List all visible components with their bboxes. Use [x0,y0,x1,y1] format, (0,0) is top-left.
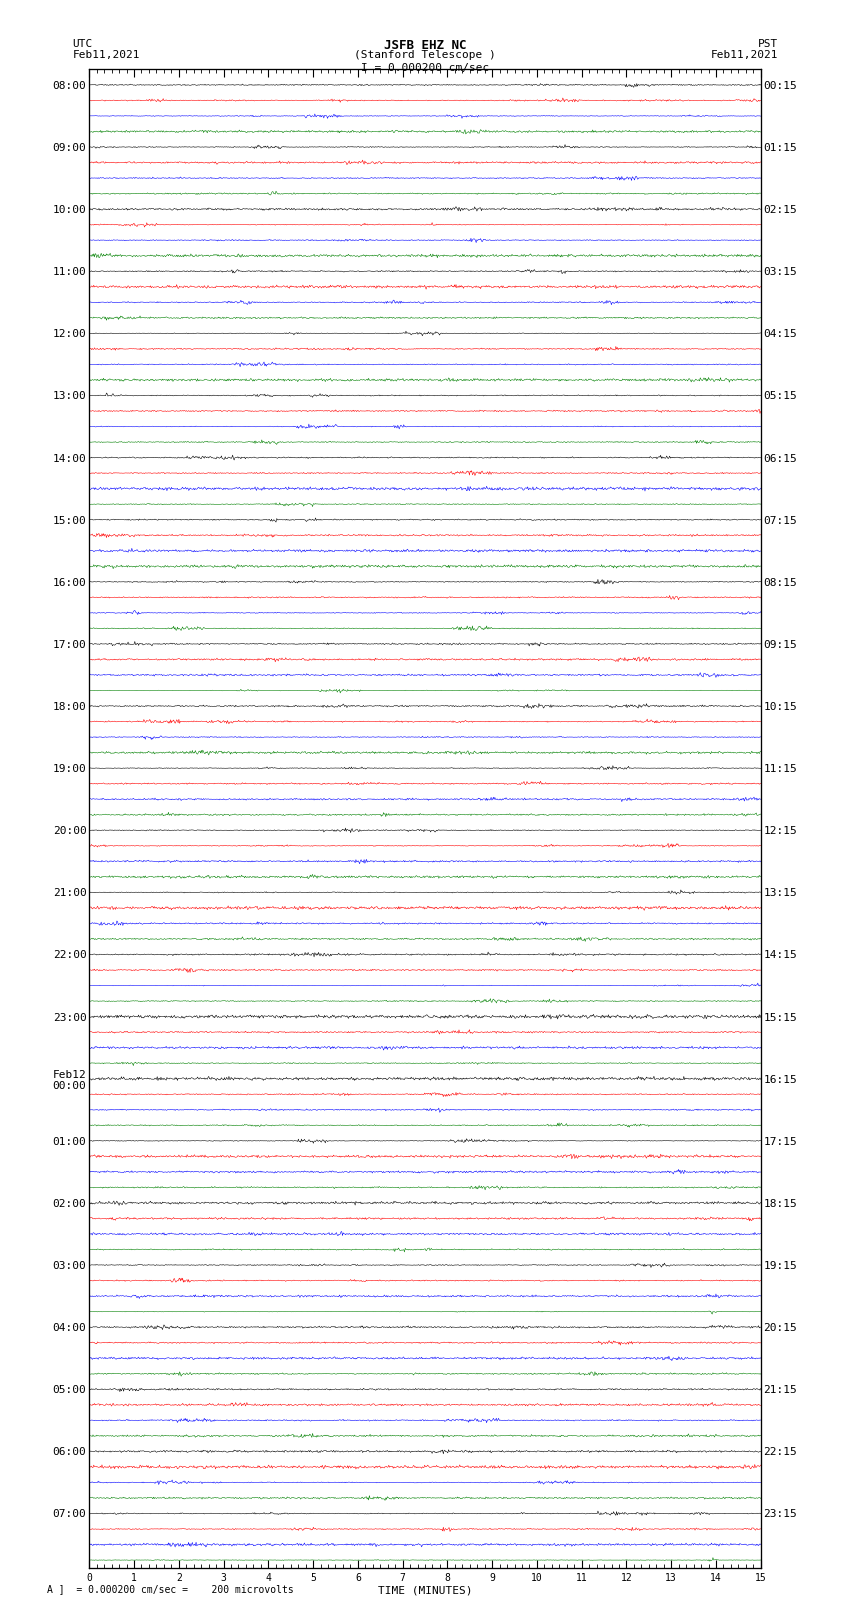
Text: (Stanford Telescope ): (Stanford Telescope ) [354,50,496,60]
X-axis label: TIME (MINUTES): TIME (MINUTES) [377,1586,473,1595]
Text: A ]  = 0.000200 cm/sec =    200 microvolts: A ] = 0.000200 cm/sec = 200 microvolts [47,1584,293,1594]
Text: I = 0.000200 cm/sec: I = 0.000200 cm/sec [361,63,489,73]
Text: UTC: UTC [72,39,93,48]
Text: JSFB EHZ NC: JSFB EHZ NC [383,39,467,52]
Text: Feb11,2021: Feb11,2021 [711,50,778,60]
Text: Feb11,2021: Feb11,2021 [72,50,139,60]
Text: PST: PST [757,39,778,48]
